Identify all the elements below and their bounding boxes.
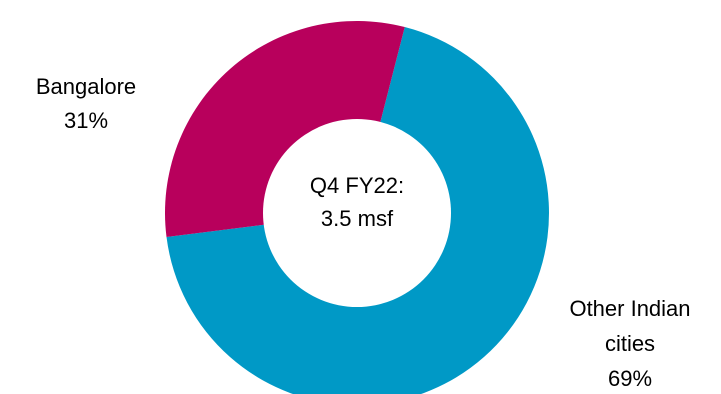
slice-label-other-line-1: Other Indian xyxy=(569,296,690,321)
center-label-line-2: 3.5 msf xyxy=(321,206,394,231)
slice-value-bangalore: 31% xyxy=(64,108,108,133)
center-label-line-1: Q4 FY22: xyxy=(310,173,404,198)
slice-label-bangalore: Bangalore xyxy=(36,74,136,99)
slice-value-other: 69% xyxy=(608,366,652,391)
slice-label-other-line-2: cities xyxy=(605,331,655,356)
donut-hole xyxy=(263,119,451,307)
